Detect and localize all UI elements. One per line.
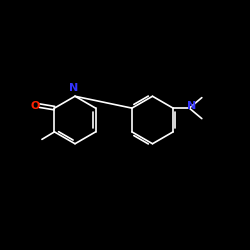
Text: N: N <box>187 100 196 110</box>
Text: O: O <box>30 100 40 110</box>
Text: N: N <box>69 83 78 93</box>
